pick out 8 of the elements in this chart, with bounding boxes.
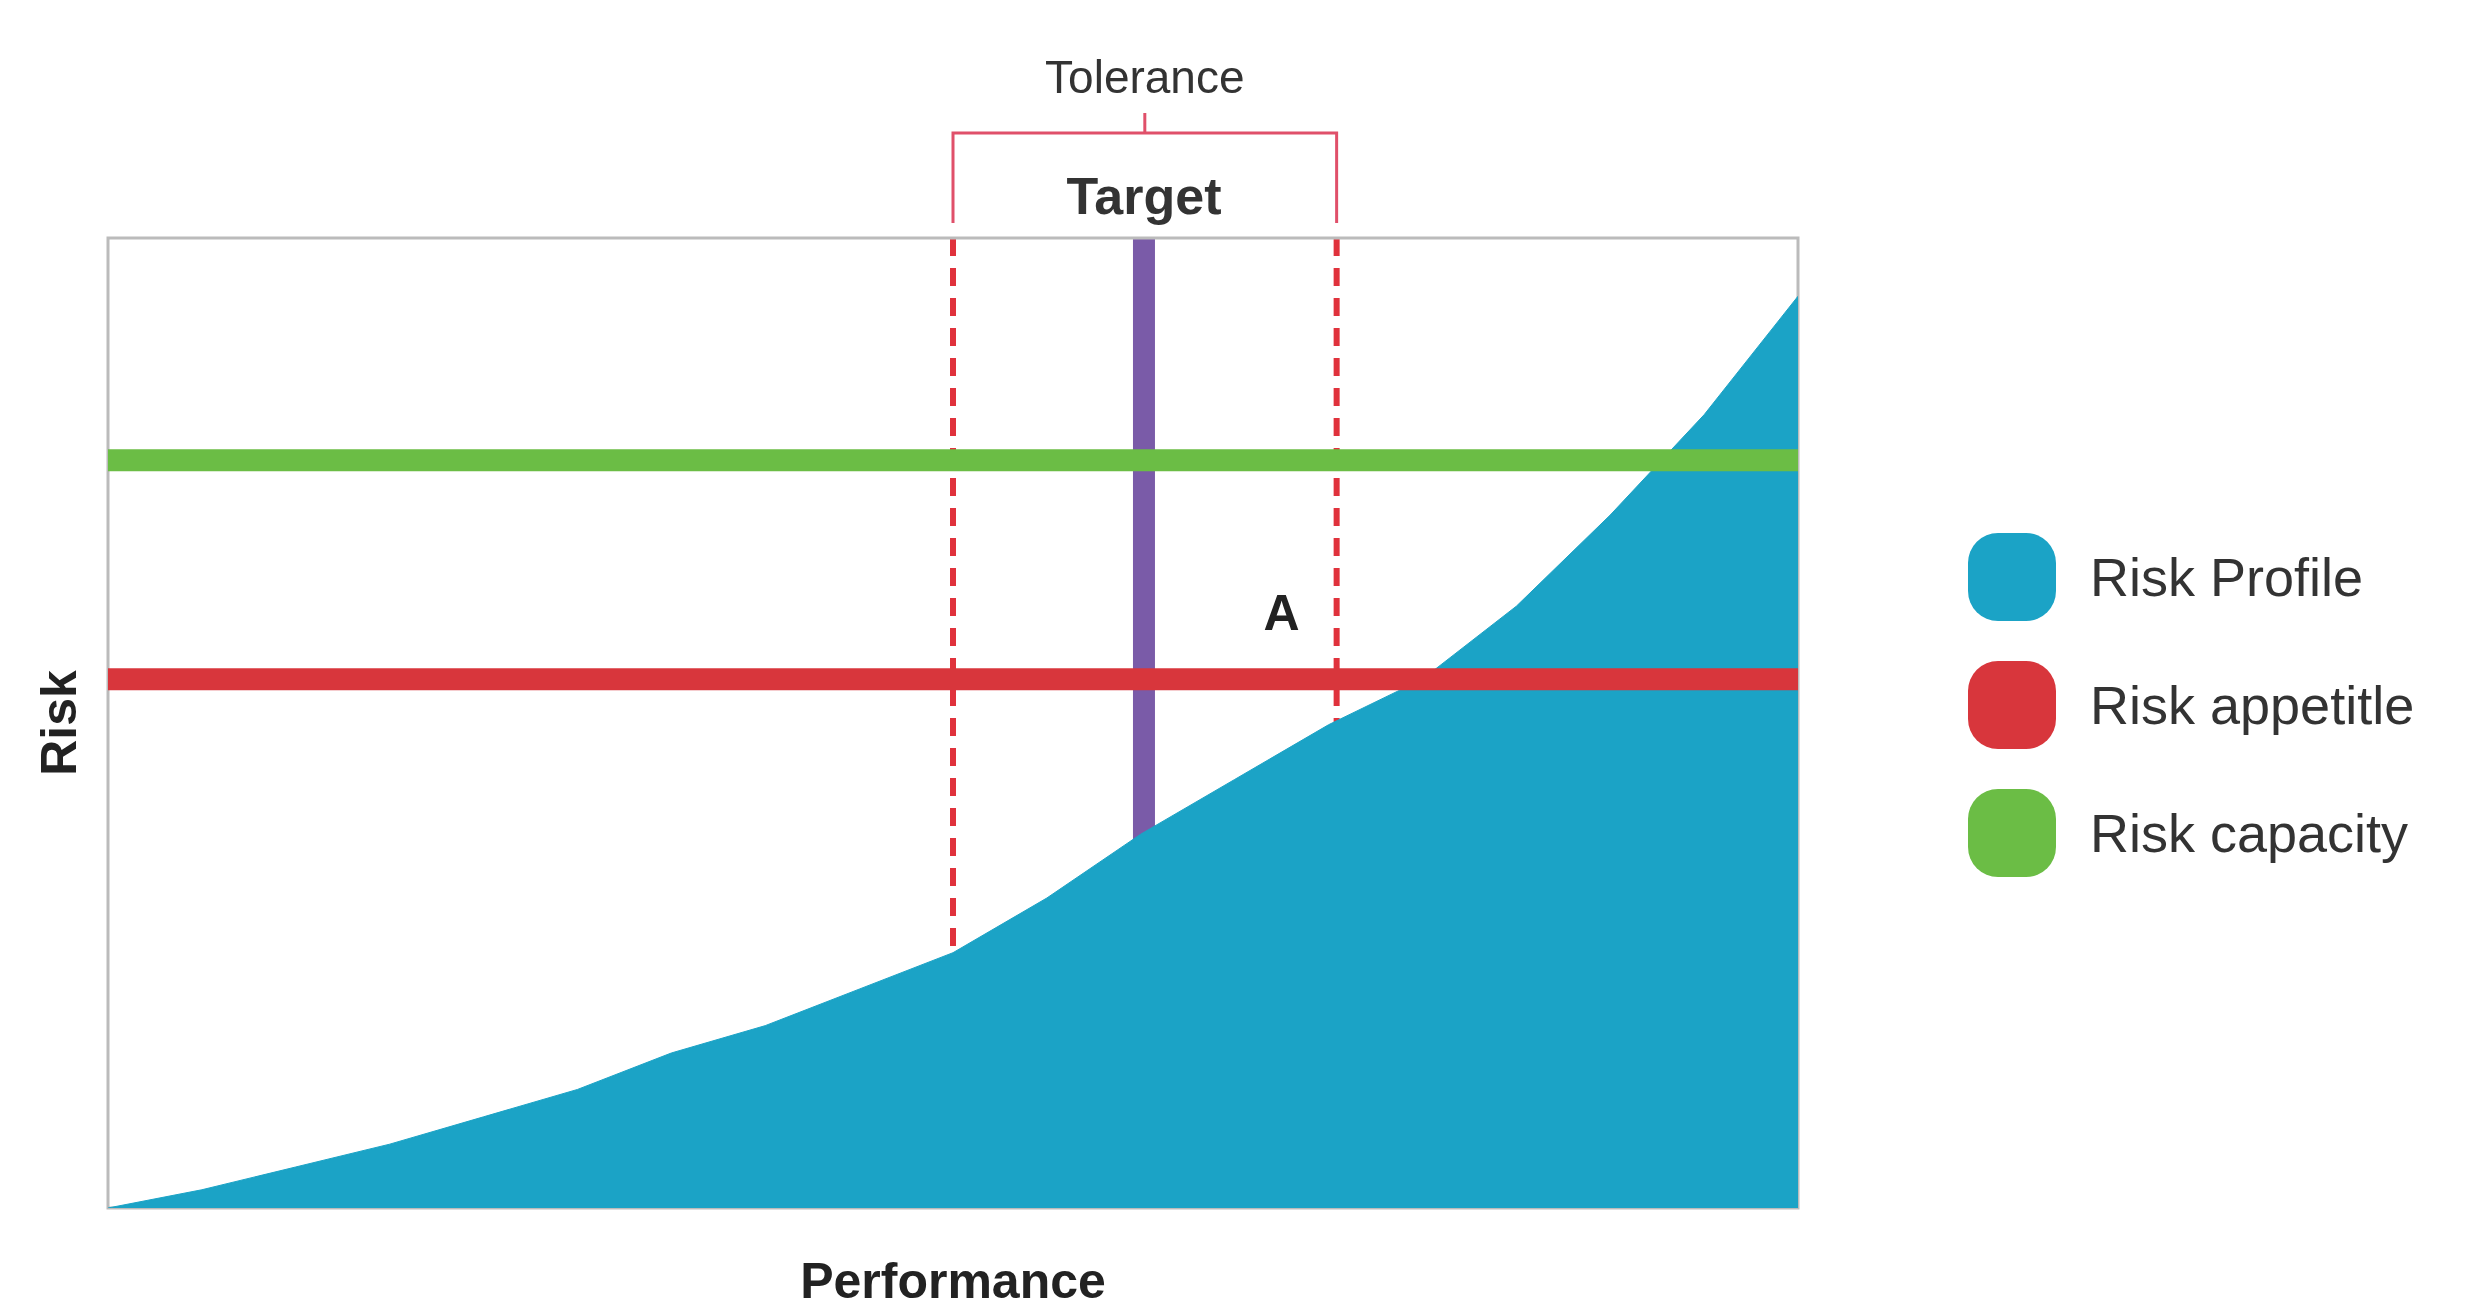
- legend-label: Risk capacity: [2090, 802, 2409, 864]
- text: Tolerance: [1045, 51, 1245, 103]
- annotation: A: [1263, 584, 1300, 641]
- legend-label: Risk Profile: [2090, 546, 2364, 608]
- legend-label: Risk appetitle: [2090, 674, 2415, 736]
- x-axis-title: Performance: [800, 1253, 1106, 1309]
- text: Target: [1066, 167, 1222, 225]
- y-axis-title: Risk: [31, 670, 88, 776]
